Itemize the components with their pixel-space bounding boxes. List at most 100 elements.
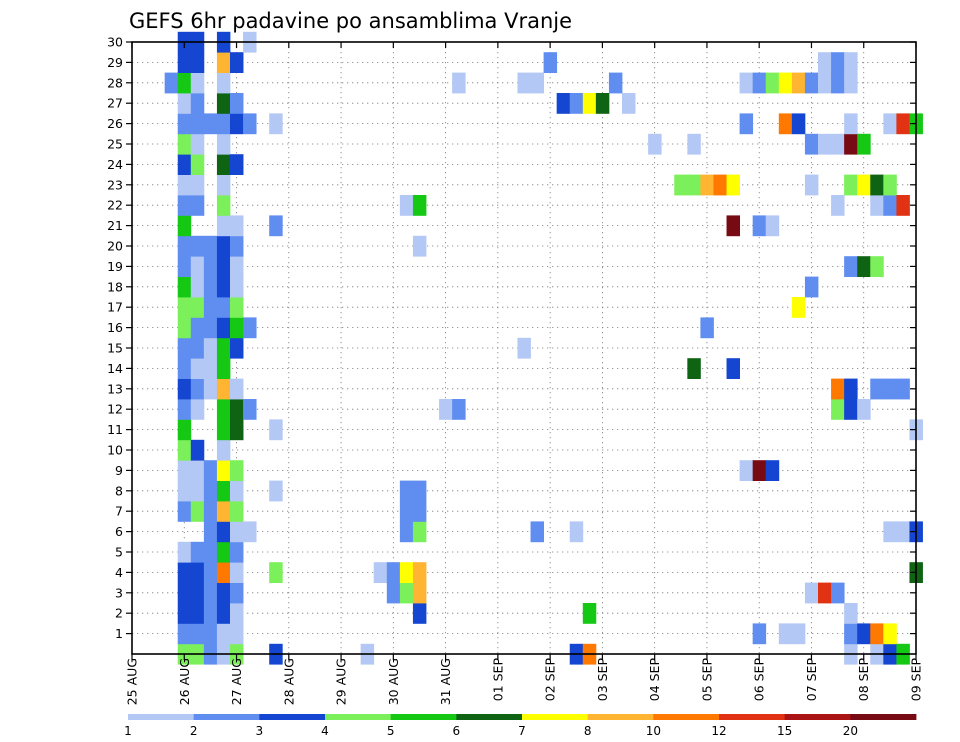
precip-cell	[230, 93, 244, 114]
precip-cell	[230, 399, 244, 420]
precip-cell	[622, 93, 636, 114]
precip-cell	[243, 317, 257, 339]
precip-cell	[216, 501, 231, 522]
precipitation-cells	[164, 31, 923, 665]
precip-cell	[687, 358, 701, 379]
grid-lines	[132, 41, 916, 654]
y-tick-label: 27	[107, 96, 123, 111]
precip-cell	[190, 195, 205, 216]
precip-cell	[269, 480, 283, 502]
precip-cell	[203, 480, 218, 502]
x-tick-label: 29 AUG	[334, 658, 349, 705]
precip-cell	[177, 235, 192, 257]
precip-cell	[804, 582, 819, 604]
precip-cell	[804, 174, 819, 196]
precip-cell	[230, 623, 244, 645]
precip-cell	[530, 521, 544, 543]
x-tick-label: 25 AUG	[125, 658, 140, 705]
precip-cell	[230, 317, 244, 339]
precip-cell	[177, 174, 192, 196]
precip-cell	[203, 623, 218, 645]
precip-cell	[177, 439, 192, 461]
x-tick-label: 26 AUG	[177, 658, 192, 705]
y-tick-label: 8	[115, 483, 123, 498]
precip-cell	[216, 358, 231, 379]
y-tick-label: 3	[115, 585, 123, 600]
colorbar-label: 3	[256, 724, 264, 738]
precip-cell	[230, 541, 244, 563]
precip-cell	[818, 72, 832, 94]
precip-cell	[818, 52, 832, 73]
x-tick-label: 08 SEP	[856, 658, 871, 702]
precip-cell	[230, 460, 244, 481]
y-tick-label: 21	[107, 218, 123, 233]
colorbar-label: 8	[584, 724, 592, 738]
y-tick-label: 14	[107, 361, 123, 376]
x-tick-label: 03 SEP	[595, 658, 610, 702]
precip-cell	[765, 72, 780, 94]
precip-cell	[844, 256, 858, 277]
x-axis-dates: 25 AUG 26 AUG 27 AUG 28 AUG 29 AUG 30 AUG 31 A…	[125, 42, 924, 705]
precip-cell	[216, 174, 231, 196]
precip-cell	[230, 582, 244, 604]
precip-cell	[700, 317, 714, 339]
precip-cell	[216, 562, 231, 583]
precip-cell	[216, 215, 231, 237]
precip-cell	[726, 358, 740, 379]
precip-cell	[177, 154, 192, 175]
precip-cell	[452, 72, 466, 94]
precip-cell	[177, 195, 192, 216]
precip-cell	[230, 235, 244, 257]
precip-cell	[190, 133, 205, 155]
precip-cell	[190, 235, 205, 257]
precip-cell	[844, 72, 858, 94]
precip-cell	[230, 337, 244, 359]
precip-cell	[831, 72, 845, 94]
colorbar-label: 1	[124, 724, 132, 738]
precip-cell	[177, 399, 192, 420]
precip-cell	[844, 113, 858, 135]
precip-cell	[164, 72, 179, 94]
colorbar-swatch	[390, 714, 457, 720]
x-tick-label: 09 SEP	[909, 658, 924, 702]
precip-cell	[203, 297, 218, 318]
precip-cell	[177, 541, 192, 563]
y-tick-label: 28	[107, 75, 123, 90]
precip-cell	[399, 521, 414, 543]
precip-cell	[243, 399, 257, 420]
y-tick-label: 12	[107, 402, 123, 417]
precip-cell	[216, 623, 231, 645]
precip-cell	[216, 133, 231, 155]
precip-cell	[177, 93, 192, 114]
precip-cell	[752, 623, 767, 645]
precip-cell	[177, 460, 192, 481]
precip-cell	[190, 582, 205, 604]
precip-cell	[230, 480, 244, 502]
precip-cell	[896, 378, 910, 400]
precip-cell	[216, 399, 231, 420]
colorbar-swatch	[587, 714, 654, 720]
precip-cell	[687, 174, 701, 196]
precip-cell	[216, 195, 231, 216]
precip-cell	[831, 582, 845, 604]
precip-cell	[844, 52, 858, 73]
precip-cell	[791, 113, 806, 135]
y-tick-label: 17	[107, 300, 123, 315]
precip-cell	[216, 297, 231, 318]
y-tick-label: 16	[107, 320, 123, 335]
precip-cell	[412, 603, 427, 624]
x-tick-label: 01 SEP	[490, 658, 505, 702]
precip-cell	[216, 541, 231, 563]
y-tick-label: 26	[107, 116, 123, 131]
precip-cell	[190, 501, 205, 522]
precip-cell	[804, 276, 819, 298]
precip-cell	[177, 358, 192, 379]
colorbar-label: 6	[453, 724, 461, 738]
precip-cell	[412, 521, 427, 543]
precip-cell	[883, 113, 897, 135]
precip-cell	[870, 378, 884, 400]
precip-cell	[203, 378, 218, 400]
precip-cell	[791, 623, 806, 645]
precip-cell	[452, 399, 466, 420]
precip-cell	[752, 460, 767, 481]
